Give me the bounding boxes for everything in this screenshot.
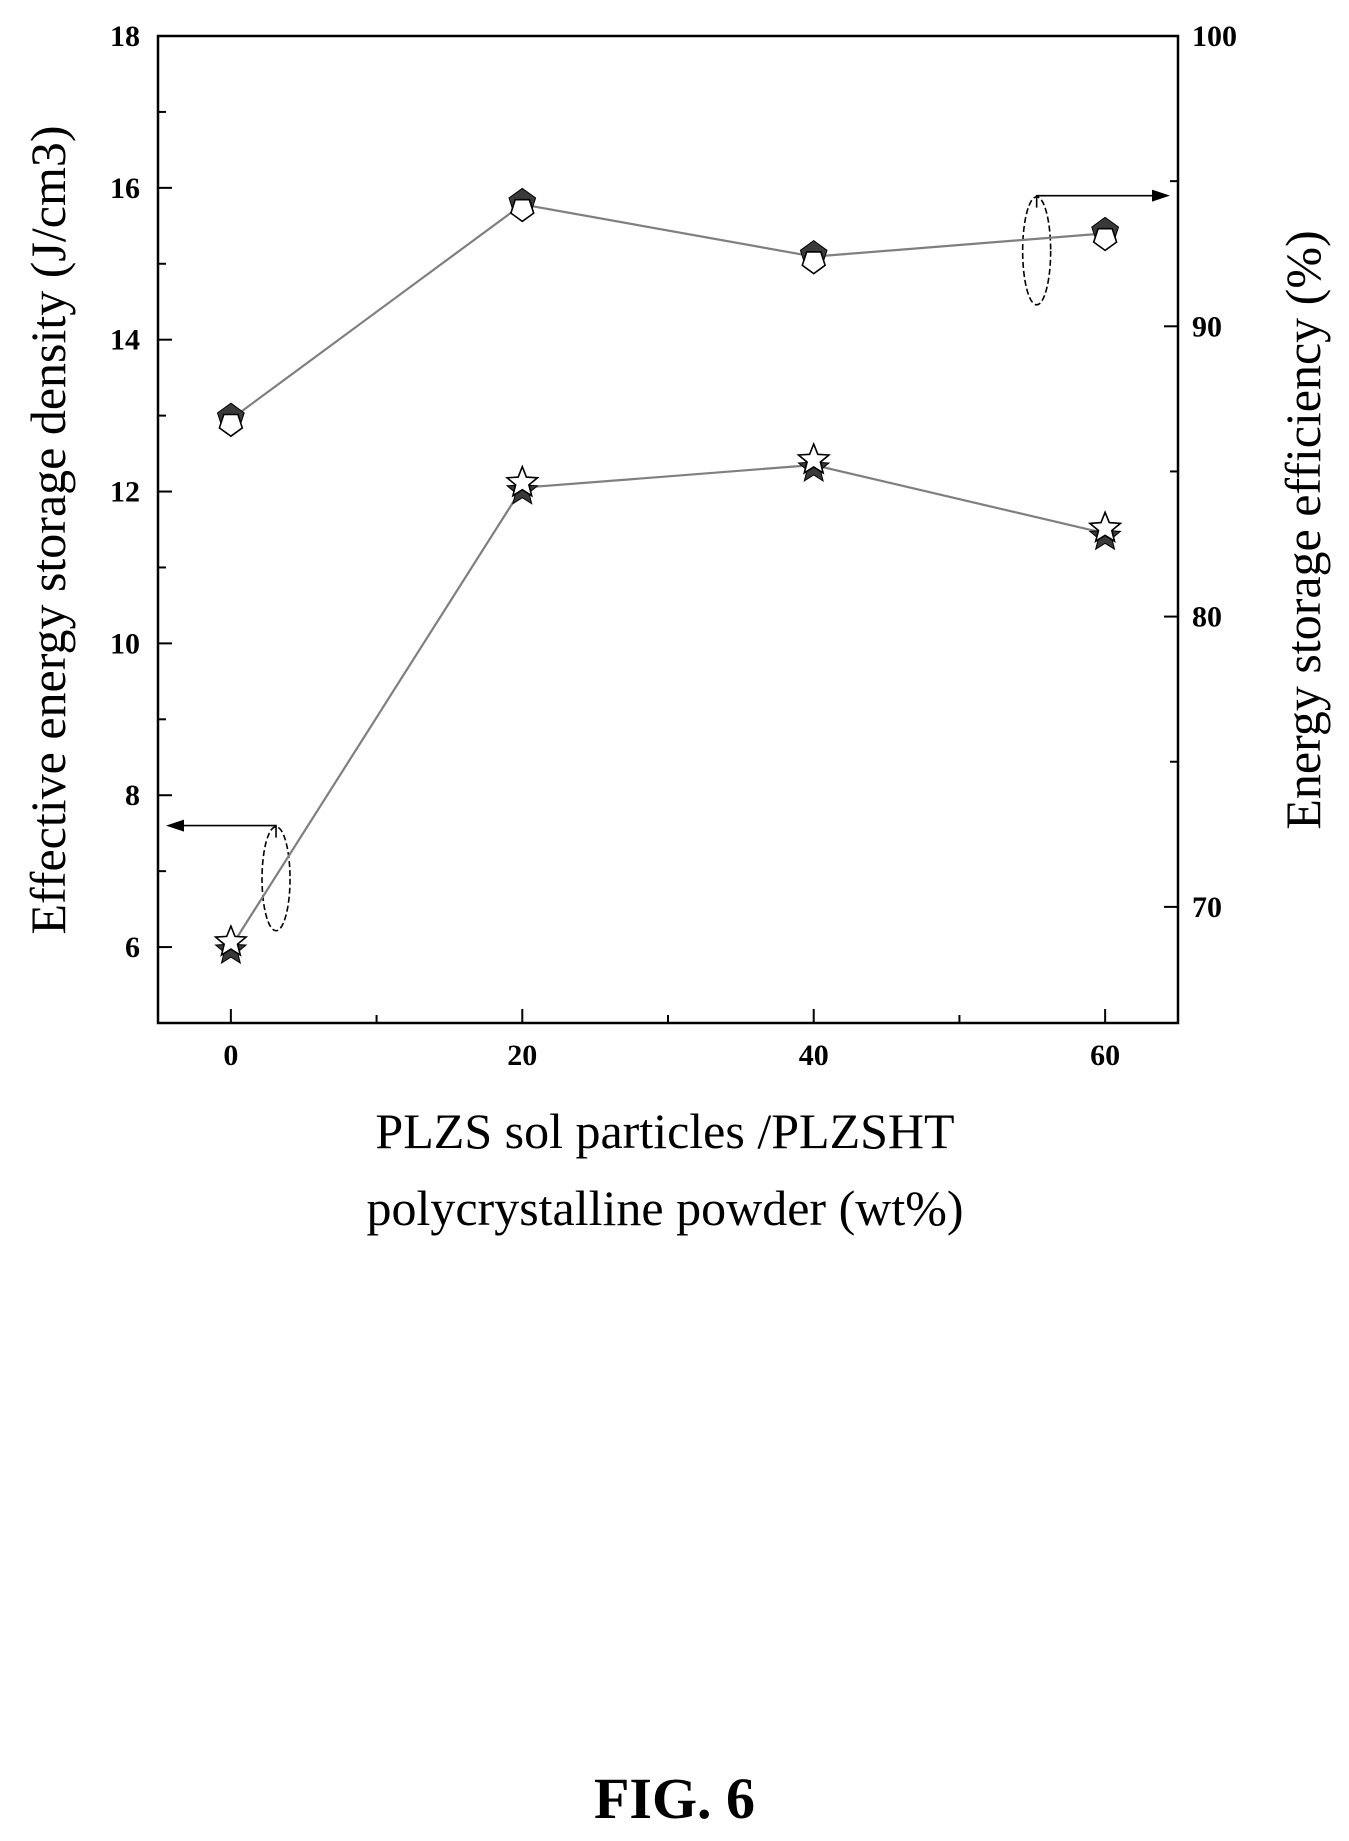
star-marker-outline <box>796 441 831 475</box>
x-tick-label: 60 <box>1090 1039 1120 1072</box>
y-left-tick-label: 14 <box>110 324 140 357</box>
y-right-tick-label: 100 <box>1192 20 1237 53</box>
pentagon-marker <box>1091 216 1120 252</box>
star-marker-outline <box>213 923 249 957</box>
y-right-tick-label: 80 <box>1192 601 1222 634</box>
right-axis-arrow-line <box>1035 194 1154 208</box>
tick-labels: 0 20 40 60 6 8 10 12 14 16 18 70 80 90 100 <box>110 20 1237 1072</box>
axes <box>156 34 1180 1025</box>
left-axis-arrow-line <box>182 824 277 838</box>
y-left-axis-title: Effective energy storage density (J/cm3) <box>20 126 76 935</box>
pentagon-marker-outline <box>509 198 535 223</box>
y-left-tick-label: 8 <box>125 779 140 812</box>
pentagon-marker <box>508 187 537 223</box>
series-line-star <box>229 463 1106 948</box>
y-left-tick-label: 12 <box>110 476 140 509</box>
y-left-tick-label: 18 <box>110 20 140 53</box>
right-axis-arrowhead <box>1152 189 1170 202</box>
pentagon-marker <box>799 239 828 275</box>
y-left-axis-title-text: Effective energy storage density (J/cm3) <box>20 126 76 935</box>
axis-indicators <box>166 189 1170 932</box>
x-tick-label: 20 <box>507 1039 537 1072</box>
tick-marks <box>158 35 1178 1024</box>
pentagon-marker-outline <box>1092 227 1118 252</box>
pentagon-marker <box>216 402 245 438</box>
left-axis-arrowhead <box>166 819 184 832</box>
star-marker <box>796 441 831 482</box>
pentagon-marker-outline <box>801 251 827 275</box>
y-right-axis-title: Energy storage efficiency (%) <box>1275 230 1331 829</box>
series-line-pentagon <box>230 203 1106 421</box>
y-left-tick-label: 6 <box>125 931 140 964</box>
star-marker-outline <box>505 464 540 498</box>
x-axis-title-line-1: PLZS sol particles /PLZSHT <box>375 1103 954 1159</box>
plot-frame <box>156 34 1180 1025</box>
left-axis-ellipse <box>261 825 291 932</box>
y-left-tick-label: 16 <box>110 172 140 205</box>
star-marker <box>1087 510 1123 551</box>
x-tick-label: 0 <box>223 1039 238 1072</box>
x-tick-label: 40 <box>799 1039 829 1072</box>
x-axis-title-line-2: polycrystalline powder (wt%) <box>366 1180 963 1236</box>
y-left-tick-label: 10 <box>110 627 140 660</box>
figure-caption: FIG. 6 <box>593 1766 756 1831</box>
star-marker <box>213 923 249 965</box>
star-marker <box>505 464 540 505</box>
series-lines <box>229 203 1106 948</box>
y-right-tick-label: 70 <box>1192 891 1222 924</box>
pentagon-marker-outline <box>218 413 244 438</box>
right-axis-ellipse <box>1021 196 1052 306</box>
y-right-tick-label: 90 <box>1192 310 1222 343</box>
data-markers <box>213 187 1123 965</box>
star-marker-outline <box>1087 510 1123 543</box>
